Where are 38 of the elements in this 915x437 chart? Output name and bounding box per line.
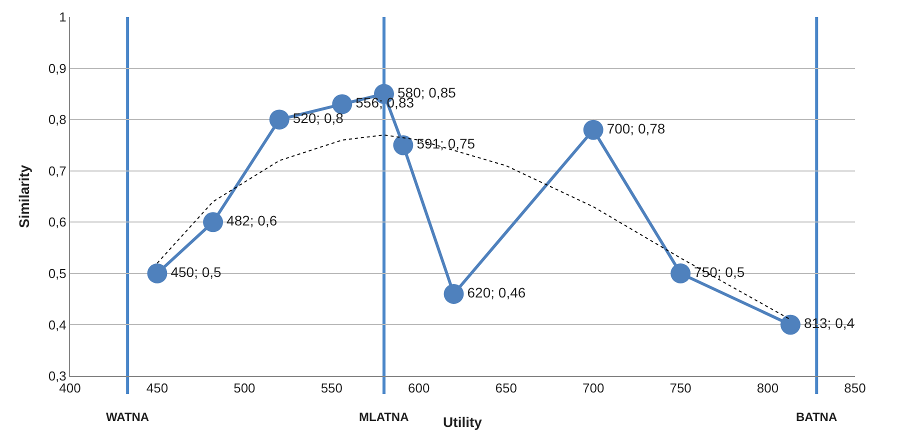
data-label: 700; 0,78 xyxy=(606,120,666,136)
y-tick-label: 0,8 xyxy=(48,112,66,128)
y-tick-label: 1 xyxy=(59,10,66,25)
x-tick-label: 600 xyxy=(408,380,430,396)
data-label: 750; 0,5 xyxy=(694,264,745,280)
data-label: 450; 0,5 xyxy=(170,264,222,280)
y-axis-title: Similarity xyxy=(16,164,32,228)
point xyxy=(670,263,691,284)
point xyxy=(147,263,168,284)
data-label: 520; 0,8 xyxy=(292,110,344,126)
data-label: 620; 0,46 xyxy=(467,284,526,300)
x-axis-title: Utility xyxy=(443,414,482,430)
point xyxy=(203,212,224,232)
data-label: 813; 0,4 xyxy=(804,315,855,332)
y-tick-label: 0,4 xyxy=(48,317,66,332)
point xyxy=(332,94,352,114)
point xyxy=(444,284,464,304)
point xyxy=(393,135,414,156)
y-tick-label: 0,5 xyxy=(48,266,66,281)
x-tick-label: 750 xyxy=(670,380,692,396)
y-tick-label: 0,7 xyxy=(48,163,66,178)
point xyxy=(780,314,800,335)
x-tick-label: 550 xyxy=(320,380,343,396)
x-tick-label: 700 xyxy=(582,380,604,396)
data-label: 482; 0,6 xyxy=(226,212,278,229)
x-tick-label: 800 xyxy=(756,380,779,396)
y-tick-label: 0,9 xyxy=(48,60,66,76)
x-tick-label: 450 xyxy=(146,380,168,396)
x-tick-label: 850 xyxy=(844,380,866,396)
point xyxy=(583,120,604,140)
ref-line-label: MLATNA xyxy=(359,410,410,424)
y-tick-label: 0,6 xyxy=(48,214,66,230)
data-label: 591; 0,75 xyxy=(416,136,476,152)
ref-line-label: WATNA xyxy=(106,410,150,424)
x-tick-label: 650 xyxy=(495,380,517,396)
point xyxy=(269,110,290,130)
ref-line-label: BATNA xyxy=(796,410,838,424)
x-tick-label: 500 xyxy=(234,380,256,396)
